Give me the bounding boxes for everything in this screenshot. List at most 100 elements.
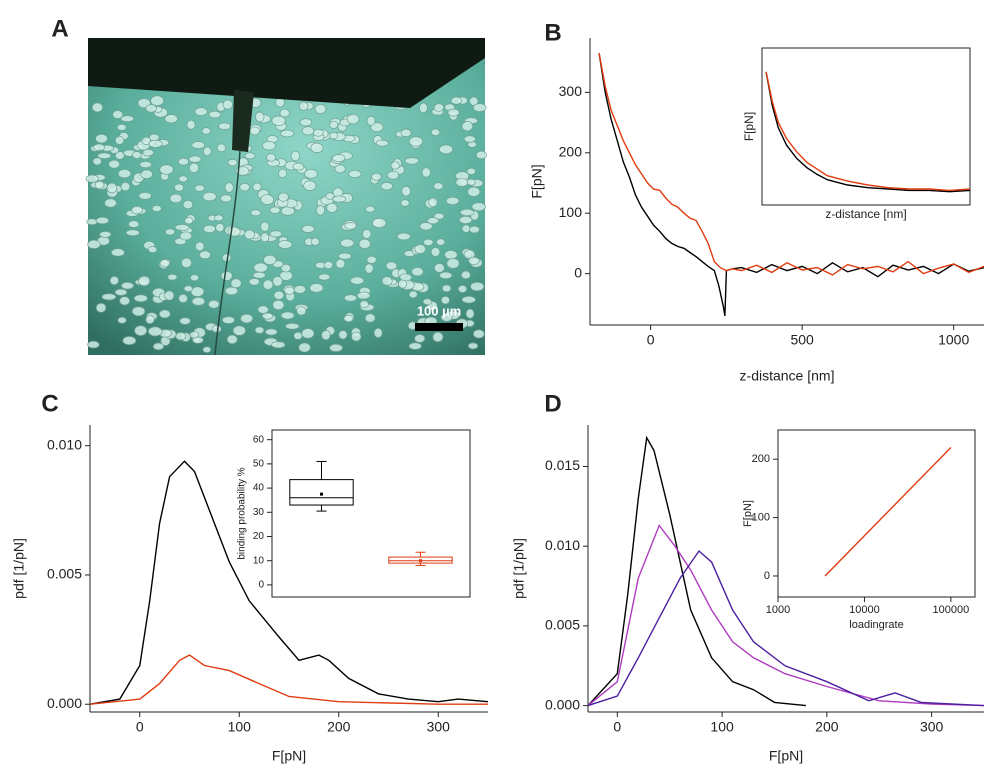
cell [159, 164, 174, 175]
cell [414, 334, 426, 343]
cell [202, 146, 212, 157]
cell [422, 298, 432, 306]
x-tick-label: 200 [327, 719, 351, 735]
cell [418, 102, 428, 114]
cell [215, 222, 225, 233]
cell [446, 258, 460, 269]
cell [445, 196, 460, 206]
x-tick-label: 100000 [933, 604, 970, 616]
cell [261, 312, 274, 320]
data-line [598, 52, 984, 317]
cell [460, 270, 471, 280]
cell [366, 115, 376, 126]
data-line [587, 549, 984, 707]
data-line [765, 71, 971, 192]
cell [125, 229, 141, 237]
cell [386, 170, 400, 180]
cell [114, 135, 125, 145]
cell [359, 300, 369, 309]
cell [164, 114, 179, 124]
cell [315, 204, 326, 216]
box [289, 479, 354, 506]
cell [264, 328, 278, 336]
x-tick-label: 10000 [849, 604, 880, 616]
cell [191, 296, 206, 306]
cell [293, 331, 303, 340]
y-tick-label: 0.010 [545, 537, 580, 553]
cell [338, 252, 352, 260]
cell [356, 291, 371, 300]
cell [158, 309, 171, 319]
y-tick-label: 0.010 [47, 436, 82, 452]
cell [385, 261, 398, 271]
cell [280, 129, 295, 138]
cell [301, 328, 315, 339]
cell [408, 342, 422, 350]
y-axis-label: F[pN] [529, 164, 545, 198]
cell [244, 152, 256, 160]
cell [346, 113, 360, 125]
cell [329, 343, 343, 353]
cell [400, 128, 412, 138]
cell [461, 121, 474, 132]
cell [257, 305, 269, 314]
x-tick-label: 300 [920, 719, 944, 735]
y-tick-label: 0.000 [47, 695, 82, 711]
cell [298, 101, 309, 111]
cell [116, 123, 127, 131]
cell [438, 144, 454, 155]
cell [408, 290, 418, 299]
cell [145, 104, 157, 113]
y-tick-label: 0.000 [545, 696, 580, 712]
cell [284, 286, 295, 295]
cantilever-tip [232, 90, 254, 152]
x-axis-label: loadingrate [849, 619, 903, 631]
cell [152, 342, 165, 351]
cell [277, 240, 293, 249]
y-tick-label: 100 [752, 511, 770, 523]
cell [148, 139, 163, 149]
cell [318, 273, 331, 281]
cell [189, 331, 200, 339]
cell [271, 115, 286, 126]
y-tick-label: 60 [253, 434, 265, 445]
cell [272, 299, 285, 311]
cell [227, 158, 238, 167]
cell [414, 244, 427, 255]
cell [277, 168, 288, 179]
cell [326, 202, 338, 214]
cell [254, 326, 265, 334]
cell [131, 306, 146, 317]
cell [178, 293, 189, 304]
cell [221, 316, 236, 324]
x-tick-label: 200 [815, 719, 839, 735]
x-tick-label: 100 [228, 719, 252, 735]
y-tick-label: 100 [559, 204, 583, 220]
cell [183, 285, 194, 293]
cell [122, 336, 137, 346]
cell [475, 150, 487, 160]
cell [280, 311, 295, 320]
cell [174, 183, 185, 192]
cell [440, 312, 453, 322]
cell [375, 139, 389, 147]
cell [230, 278, 242, 289]
cell [349, 276, 365, 285]
cell [180, 257, 193, 269]
y-tick-label: 0.005 [47, 566, 82, 582]
cell [301, 126, 315, 136]
cell [194, 184, 206, 192]
cell [254, 111, 265, 123]
cantilever [88, 38, 485, 108]
cell [271, 341, 286, 349]
cell [459, 208, 475, 217]
cell [248, 277, 260, 286]
cell [178, 175, 188, 183]
cell [182, 199, 194, 210]
cell [177, 157, 190, 166]
y-axis-label: F[pN] [742, 500, 754, 527]
cell [243, 229, 255, 240]
cell [457, 284, 468, 294]
cell [304, 168, 318, 179]
